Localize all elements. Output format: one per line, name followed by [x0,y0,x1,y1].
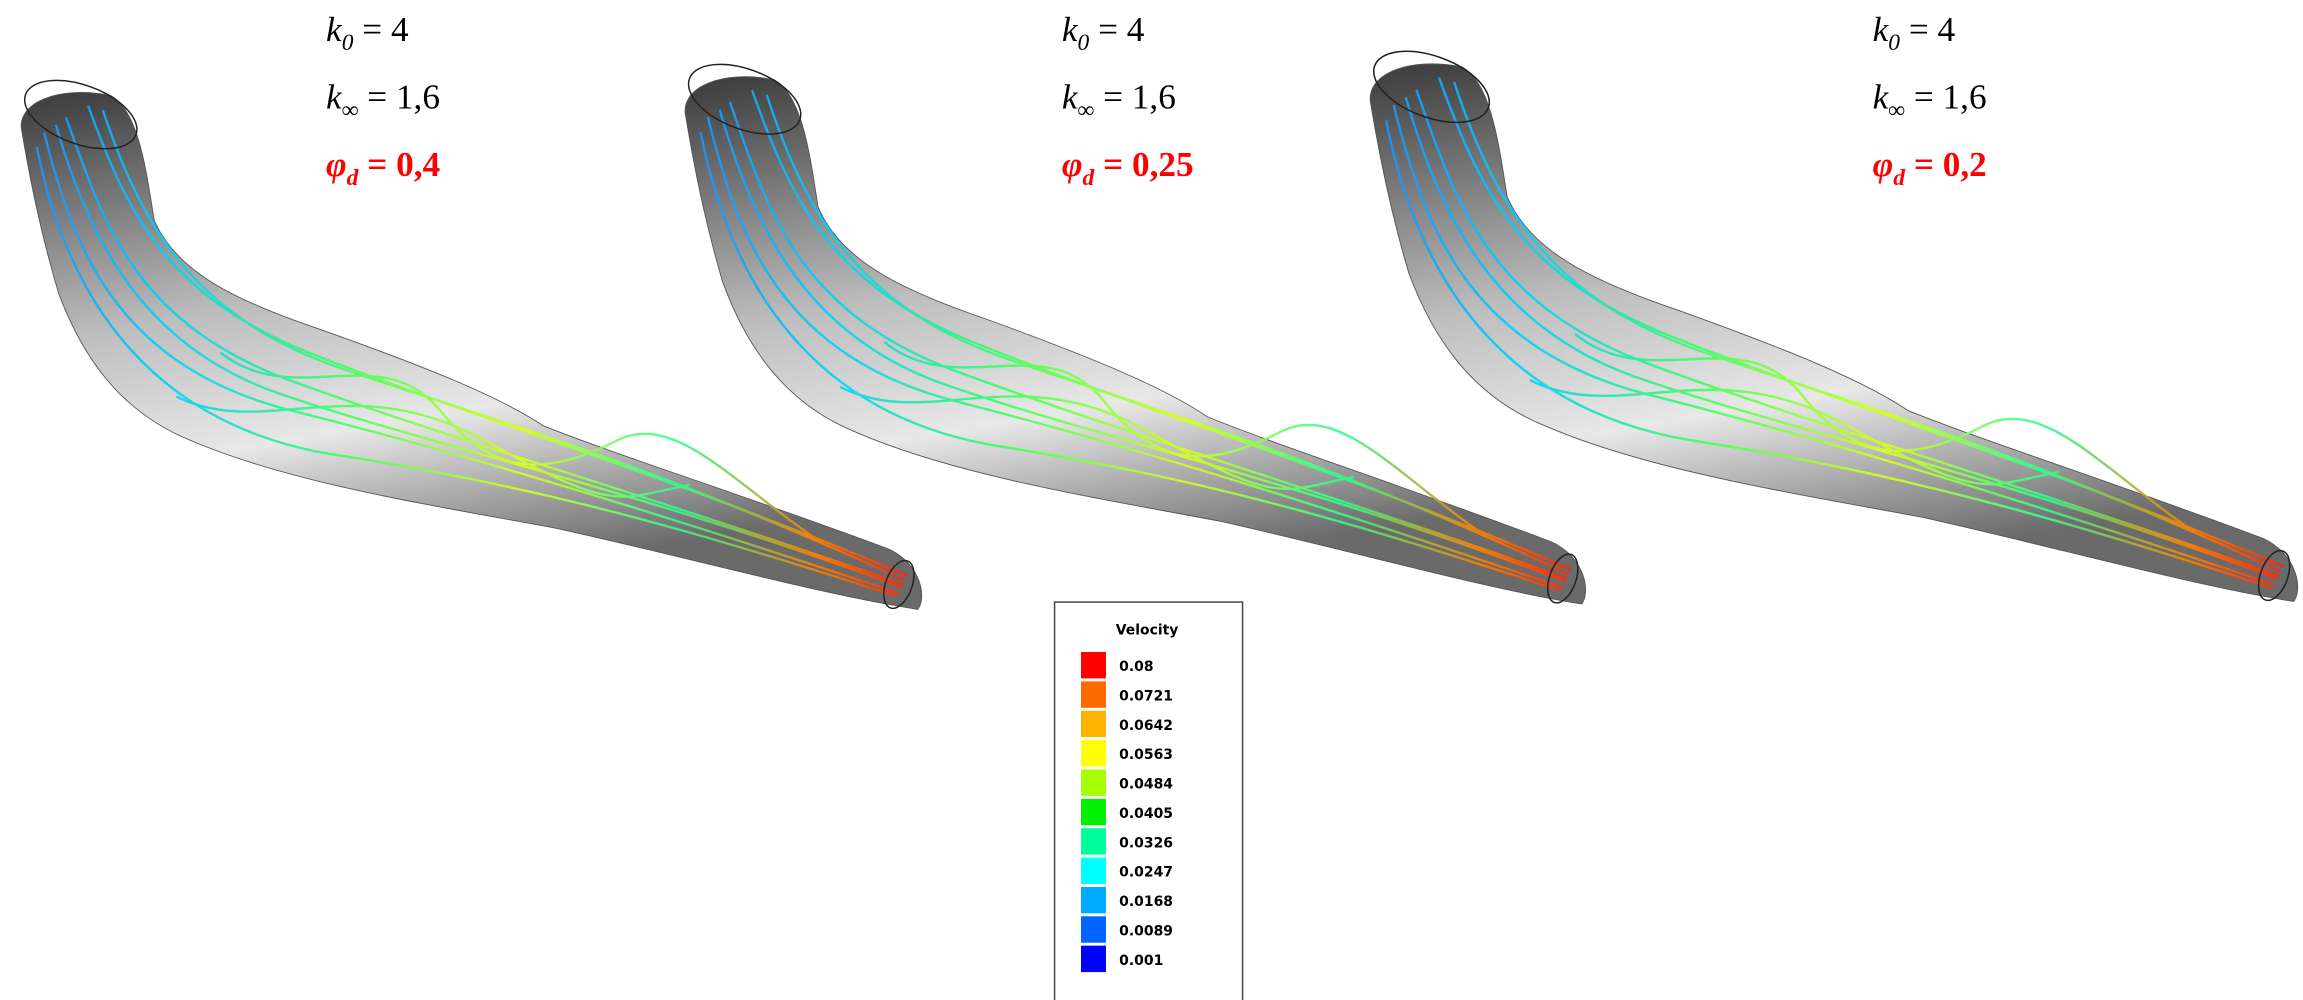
subscript: ∞ [1078,97,1095,123]
symbol: φ [326,145,347,184]
subscript: d [347,165,360,191]
equation: k∞ = 1,6 [1873,78,1987,124]
equation: φd = 0,25 [1062,145,1194,191]
legend-label: 0.0089 [1119,923,1173,939]
value: = 0,25 [1103,145,1194,184]
legend-title: Velocity [1116,622,1179,638]
legend-label: 0.0642 [1119,718,1173,734]
value: = 0,2 [1914,145,1987,184]
equation: k0 = 4 [326,10,409,56]
value: = 1,6 [1914,78,1987,117]
equation: k∞ = 1,6 [326,78,440,124]
legend-label: 0.0247 [1119,865,1173,881]
symbol: φ [1873,145,1894,184]
value: = 0,4 [367,145,440,184]
legend-swatch [1081,710,1106,738]
legend-label: 0.0484 [1119,777,1173,793]
legend-label: 0.0563 [1119,747,1173,763]
equation: k0 = 4 [1062,10,1145,56]
subscript: d [1893,165,1906,191]
equation: k∞ = 1,6 [1062,78,1176,124]
legend-swatch [1081,651,1106,679]
subscript: 0 [1078,30,1090,56]
value: = 1,6 [367,78,440,117]
legend-swatch [1081,945,1106,973]
subscript: 0 [342,30,354,56]
subscript: ∞ [1888,97,1905,123]
legend-swatch [1081,681,1106,708]
equation: φd = 0,2 [1873,145,1987,191]
subscript: ∞ [342,97,359,123]
legend-label: 0.001 [1119,953,1163,969]
legend-label: 0.0326 [1119,835,1173,851]
symbol: k [1062,78,1079,117]
legend-swatch [1081,857,1106,884]
legend-swatch [1081,798,1106,826]
symbol: k [326,10,343,49]
legend-swatch [1081,886,1106,914]
symbol: k [326,78,343,117]
legend-label: 0.0405 [1119,806,1173,822]
symbol: k [1873,78,1890,117]
symbol: k [1062,10,1079,49]
legend-label: 0.0168 [1119,894,1173,910]
value: = 1,6 [1103,78,1176,117]
value: = 4 [1909,10,1956,49]
symbol: φ [1062,145,1083,184]
value: = 4 [1098,10,1145,49]
labels: k0 = 4 k0 = 4 k0 = 4k∞ = 1,6 k∞ = 1,6 k∞ = 1,6φd = … [326,10,1987,191]
equation: k0 = 4 [1873,10,1956,56]
symbol: k [1873,10,1890,49]
subscript: d [1083,165,1096,191]
legend: 0.08 0.0721 0.0642 0.0563 0.0484 0.0405 0.0326… [1081,651,1173,973]
legend-swatch [1081,916,1106,943]
vessel-panel-3 [1363,35,2299,606]
legend-label: 0.0721 [1119,688,1173,704]
value: = 4 [362,10,409,49]
equation: φd = 0,4 [326,145,440,191]
legend-label: 0.08 [1119,659,1153,675]
legend-swatch [1081,740,1106,767]
subscript: 0 [1888,30,1900,56]
legend-swatch [1081,769,1106,796]
legend-swatch [1081,828,1106,855]
